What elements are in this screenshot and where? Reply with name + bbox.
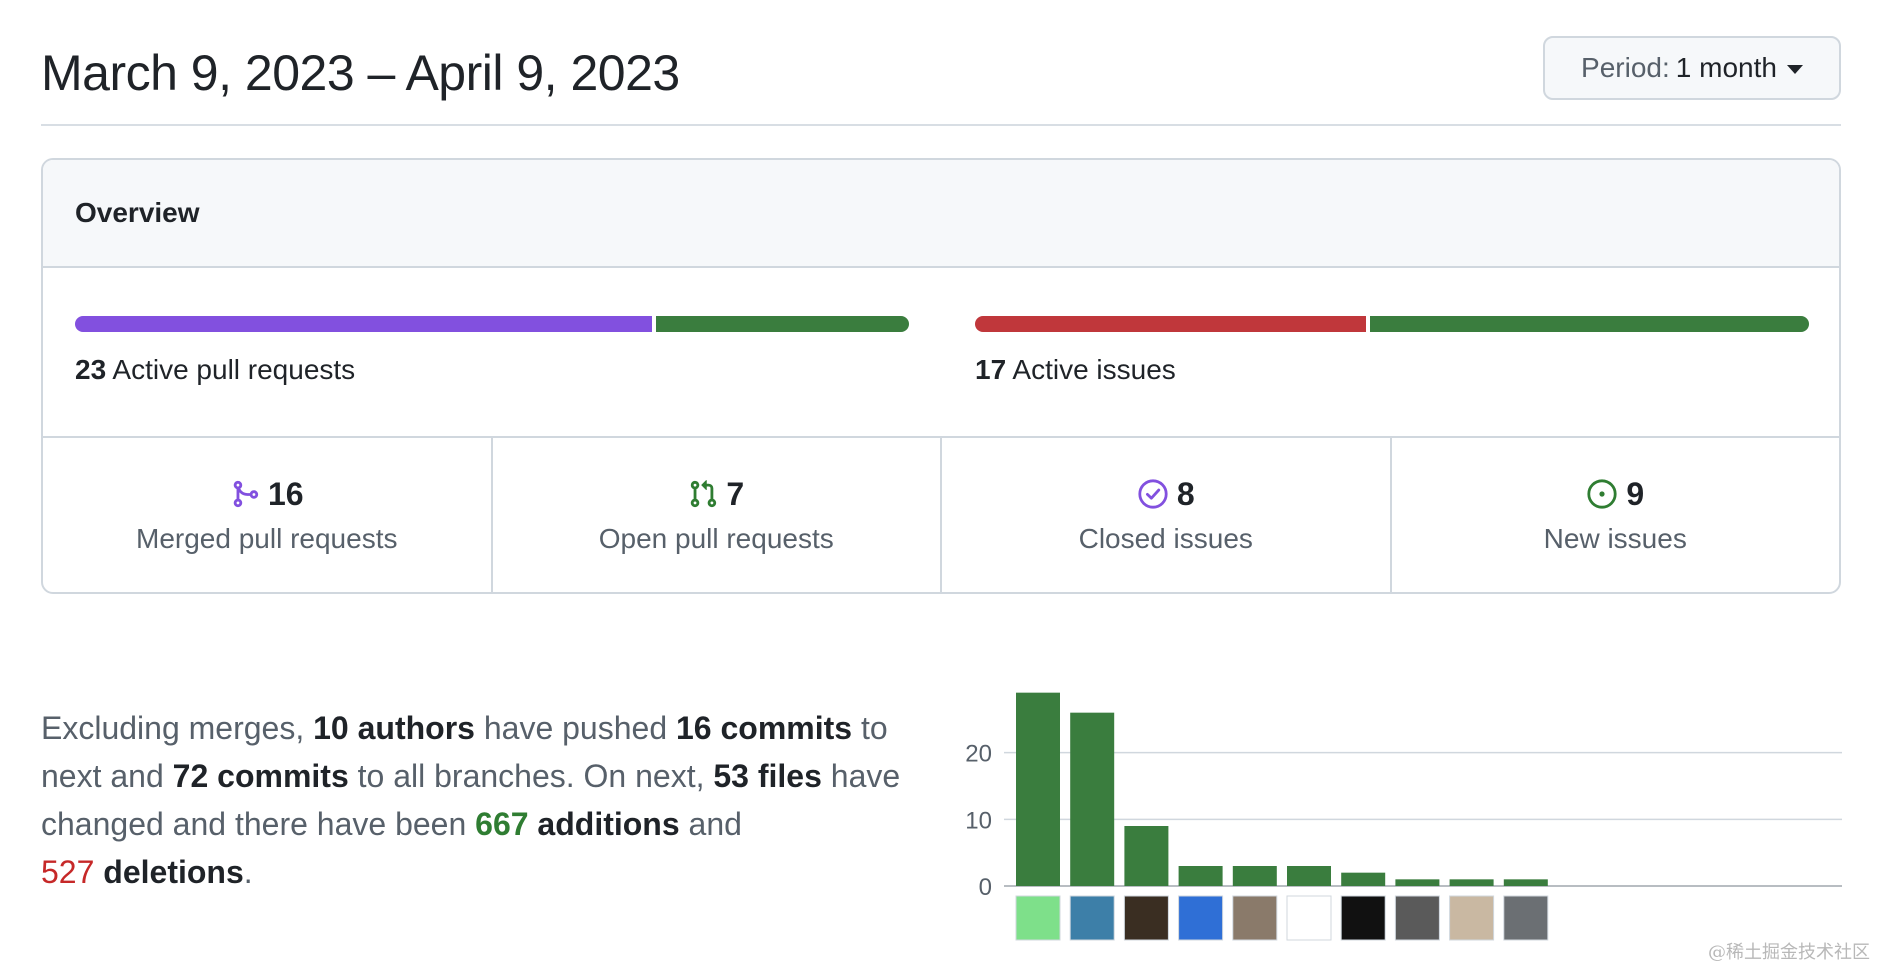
merged-progress-segment	[75, 316, 653, 332]
period-label: Period:	[1581, 52, 1670, 83]
git-merge-icon	[230, 479, 260, 509]
chart-bar	[1070, 712, 1115, 886]
chart-bar	[1449, 879, 1494, 886]
active-issues-summary[interactable]: 17 Active issues	[975, 316, 1809, 386]
period-value: 1 month	[1675, 52, 1777, 83]
merged-pull-requests-count: 16	[267, 475, 304, 512]
active-pull-requests-label: Active pull requests	[112, 354, 356, 385]
y-tick-label: 0	[979, 874, 992, 901]
y-tick-label: 20	[965, 741, 992, 768]
chart-bar	[1016, 692, 1060, 886]
avatar[interactable]	[1015, 895, 1061, 941]
closed-issues-label: Closed issues	[1078, 522, 1253, 554]
authors-count: 10 authors	[313, 710, 475, 746]
new-issues-label: New issues	[1543, 522, 1687, 554]
deletions-label: deletions	[94, 854, 244, 890]
chart-bar	[1503, 879, 1548, 886]
commit-summary-text: Excluding merges, 10 authors have pushed…	[41, 710, 901, 890]
overview-title: Overview	[75, 197, 200, 228]
active-issues-caption: 17 Active issues	[975, 354, 1809, 386]
open-progress-segment	[656, 316, 909, 332]
stat-merged-pull-requests[interactable]: 16 Merged pull requests	[43, 438, 493, 592]
overview-stats-row: 16 Merged pull requests 7 Open pull requ…	[43, 438, 1839, 592]
overview-header: Overview	[43, 160, 1839, 268]
avatar[interactable]	[1449, 895, 1495, 941]
date-range-title: March 9, 2023 – April 9, 2023	[41, 45, 680, 101]
y-tick-label: 10	[965, 807, 992, 834]
watermark: @稀土掘金技术社区	[1708, 942, 1870, 963]
avatar[interactable]	[1232, 895, 1278, 941]
issue-opened-icon	[1586, 478, 1618, 510]
avatar[interactable]	[1069, 895, 1115, 941]
chart-bar	[1178, 866, 1223, 886]
git-pull-request-icon	[688, 479, 718, 509]
commits-chart-svg: 0 10 20	[965, 692, 1842, 941]
avatar[interactable]	[1340, 895, 1386, 941]
new-issues-progress-segment	[1369, 316, 1809, 332]
chart-bar	[1287, 866, 1331, 886]
active-pull-requests-count: 23	[75, 354, 107, 385]
branch-commits-count: 16 commits	[676, 710, 853, 746]
active-pull-requests-summary[interactable]: 23 Active pull requests	[75, 316, 909, 386]
chart-bar	[1124, 826, 1169, 886]
merged-pull-requests-label: Merged pull requests	[136, 522, 398, 554]
additions-count: 667	[475, 806, 529, 842]
pull-requests-progress-bar	[75, 316, 909, 332]
active-pull-requests-caption: 23 Active pull requests	[75, 354, 909, 386]
caret-down-icon	[1786, 64, 1803, 74]
avatar[interactable]	[1286, 895, 1332, 941]
commits-by-author-chart: 0 10 20	[940, 670, 1842, 960]
overview-panel: Overview 23 Active pull requests 17 Acti…	[41, 158, 1841, 594]
avatar[interactable]	[1503, 895, 1549, 941]
all-commits-count: 72 commits	[172, 758, 349, 794]
chart-bar	[1395, 879, 1440, 886]
active-issues-count: 17	[975, 354, 1007, 385]
stat-new-issues[interactable]: 9 New issues	[1392, 438, 1840, 592]
additions-label: additions	[528, 806, 680, 842]
active-issues-label: Active issues	[1012, 354, 1176, 385]
deletions-count: 527	[41, 854, 95, 890]
open-pull-requests-label: Open pull requests	[598, 522, 834, 554]
overview-bars-row: 23 Active pull requests 17 Active issues	[43, 268, 1839, 438]
issues-progress-bar	[975, 316, 1809, 332]
stat-open-pull-requests[interactable]: 7 Open pull requests	[493, 438, 942, 592]
avatar[interactable]	[1123, 895, 1169, 941]
stat-closed-issues[interactable]: 8 Closed issues	[942, 438, 1392, 592]
closed-issues-progress-segment	[975, 316, 1366, 332]
avatar[interactable]	[1394, 895, 1440, 941]
closed-issues-count: 8	[1176, 475, 1195, 512]
avatar[interactable]	[1178, 895, 1224, 941]
new-issues-count: 9	[1626, 475, 1645, 512]
chart-bar	[1341, 872, 1386, 886]
period-dropdown-button[interactable]: Period: 1 month	[1543, 36, 1841, 100]
files-changed-count: 53 files	[713, 758, 822, 794]
open-pull-requests-count: 7	[726, 475, 745, 512]
issue-closed-icon	[1137, 478, 1169, 510]
chart-bar	[1232, 866, 1277, 886]
page-header: March 9, 2023 – April 9, 2023 Period: 1 …	[41, 36, 1841, 126]
